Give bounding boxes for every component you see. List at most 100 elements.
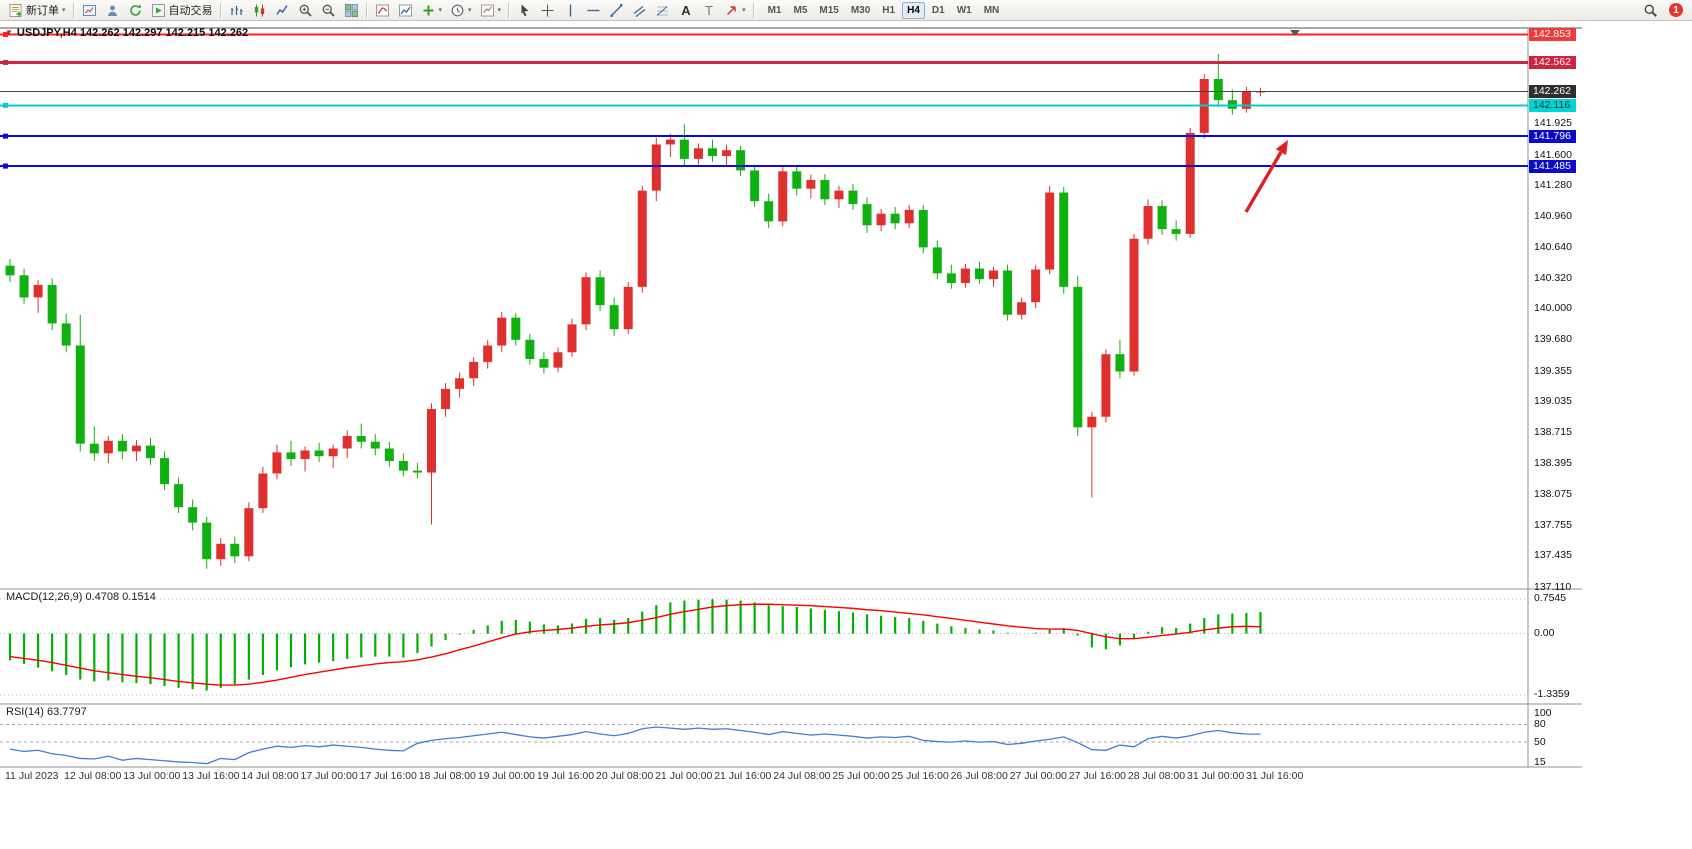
timeframe-w1[interactable]: W1 xyxy=(956,4,972,16)
line-handle[interactable] xyxy=(3,102,8,108)
auto-trading-button[interactable]: 自动交易 xyxy=(147,1,217,20)
profile-button[interactable] xyxy=(101,1,124,20)
price-axis-label: 137.110 xyxy=(1534,580,1572,593)
cursor-icon xyxy=(521,4,529,16)
fibonacci-button[interactable] xyxy=(651,1,674,20)
line-chart-button[interactable] xyxy=(271,1,294,20)
time-label: 17 Jul 00:00 xyxy=(300,770,358,782)
chart-window-icon xyxy=(82,4,96,16)
one-click-trading-toggle[interactable]: ▼ xyxy=(5,28,13,37)
price-axis-label: 137.435 xyxy=(1534,549,1572,562)
time-label: 21 Jul 00:00 xyxy=(655,770,713,782)
line-handle[interactable] xyxy=(3,163,8,169)
price-axis-label: 138.715 xyxy=(1534,426,1572,439)
timeframe-h4[interactable]: H4 xyxy=(902,1,925,19)
label-icon: T xyxy=(705,3,713,18)
timeframe-m1[interactable]: M1 xyxy=(767,4,782,16)
price-axis-label: 138.075 xyxy=(1534,487,1572,500)
add-indicator-button[interactable]: ▾ xyxy=(417,1,447,20)
time-label: 13 Jul 00:00 xyxy=(123,770,181,782)
horizontal-line-button[interactable] xyxy=(582,1,605,20)
tile-windows-icon xyxy=(344,3,358,17)
price-axis-label: 140.320 xyxy=(1534,271,1572,284)
svg-text:A: A xyxy=(681,3,691,18)
time-label: 13 Jul 16:00 xyxy=(182,770,240,782)
label-button[interactable]: T xyxy=(697,1,720,20)
time-label: 27 Jul 16:00 xyxy=(1068,770,1127,782)
chart-window-button[interactable] xyxy=(78,1,101,20)
search-button[interactable] xyxy=(1639,1,1662,20)
time-label: 20 Jul 08:00 xyxy=(596,770,654,782)
price-axis-label: 139.355 xyxy=(1534,364,1572,377)
time-label: 18 Jul 08:00 xyxy=(418,770,476,782)
new-order-icon xyxy=(9,3,22,17)
notification-badge[interactable]: 1 xyxy=(1669,3,1683,17)
timeframe-h1[interactable]: H1 xyxy=(882,4,896,16)
svg-text:T: T xyxy=(705,3,713,18)
new-order-button[interactable]: 新订单 ▾ xyxy=(4,1,70,20)
rsi-axis-label: 50 xyxy=(1534,735,1546,748)
line-handle[interactable] xyxy=(3,133,8,139)
chevron-down-icon: ▾ xyxy=(438,6,443,14)
templates-button[interactable]: ▾ xyxy=(476,1,506,20)
periods-button[interactable]: ▾ xyxy=(446,1,476,20)
macd-axis-label: 0.7545 xyxy=(1534,592,1567,605)
bar-chart-button[interactable] xyxy=(225,1,248,20)
timeframe-toolbar: M1 M5 M15 M30 H1 H4 D1 W1 MN xyxy=(762,1,1006,19)
time-label: 24 Jul 08:00 xyxy=(773,770,831,782)
timeframe-d1[interactable]: D1 xyxy=(931,4,945,16)
tile-windows-button[interactable] xyxy=(340,1,363,20)
line-handle[interactable] xyxy=(3,59,8,65)
trendline-icon xyxy=(610,3,623,17)
crosshair-button[interactable] xyxy=(536,1,559,20)
chevron-down-icon: ▾ xyxy=(497,6,502,14)
toolbar-separator xyxy=(752,2,755,18)
text-icon: A xyxy=(681,3,691,18)
chart-shift-marker[interactable] xyxy=(1290,30,1300,36)
time-label: 12 Jul 08:00 xyxy=(64,770,122,782)
cursor-button[interactable] xyxy=(513,1,536,20)
candle-chart-button[interactable] xyxy=(248,1,271,20)
time-label: 27 Jul 00:00 xyxy=(1009,770,1067,782)
timeframe-mn[interactable]: MN xyxy=(983,4,1000,16)
timeframe-m30[interactable]: M30 xyxy=(850,4,871,16)
time-label: 14 Jul 08:00 xyxy=(241,770,299,782)
price-axis-label: 137.755 xyxy=(1534,518,1572,531)
price-axis-label: 138.395 xyxy=(1534,456,1572,469)
indicators-button[interactable] xyxy=(371,1,394,20)
arrow-annotation[interactable] xyxy=(1244,151,1283,213)
text-button[interactable]: A xyxy=(674,1,697,20)
arrows-button[interactable]: ▾ xyxy=(720,1,750,20)
clock-icon xyxy=(451,4,464,16)
time-label: 17 Jul 16:00 xyxy=(359,770,417,782)
rsi-title: RSI(14) 63.7797 xyxy=(6,706,87,718)
macd-title: MACD(12,26,9) 0.4708 0.1514 xyxy=(6,591,156,603)
rsi-line xyxy=(9,726,1261,765)
indicator-windows-button[interactable] xyxy=(394,1,417,20)
zoom-in-button[interactable] xyxy=(294,1,317,20)
indicator-blue-icon xyxy=(398,4,412,16)
search-icon xyxy=(1644,4,1657,17)
refresh-button[interactable] xyxy=(124,1,147,20)
timeframe-m15[interactable]: M15 xyxy=(819,4,839,16)
line-handle[interactable] xyxy=(3,31,8,37)
time-label: 28 Jul 08:00 xyxy=(1127,770,1186,782)
timeframe-m5[interactable]: M5 xyxy=(793,4,808,16)
price-axis-label: 140.640 xyxy=(1534,240,1572,253)
channel-button[interactable] xyxy=(628,1,651,20)
candlestick-chart-icon xyxy=(254,4,264,16)
rsi-axis-label: 100 xyxy=(1534,706,1552,719)
vertical-line-button[interactable] xyxy=(559,1,582,20)
time-label: 31 Jul 16:00 xyxy=(1246,770,1304,782)
trendline-button[interactable] xyxy=(605,1,628,20)
zoom-out-button[interactable] xyxy=(317,1,340,20)
toolbar-separator xyxy=(72,2,75,18)
time-label: 19 Jul 00:00 xyxy=(477,770,536,782)
time-label: 26 Jul 08:00 xyxy=(950,770,1008,782)
fibonacci-icon xyxy=(656,5,669,16)
rsi-axis-label: 80 xyxy=(1534,718,1546,731)
chart-canvas[interactable] xyxy=(0,21,1582,789)
new-order-label: 新订单 xyxy=(26,5,59,17)
chevron-down-icon: ▾ xyxy=(468,6,472,14)
time-label: 31 Jul 00:00 xyxy=(1187,770,1245,782)
